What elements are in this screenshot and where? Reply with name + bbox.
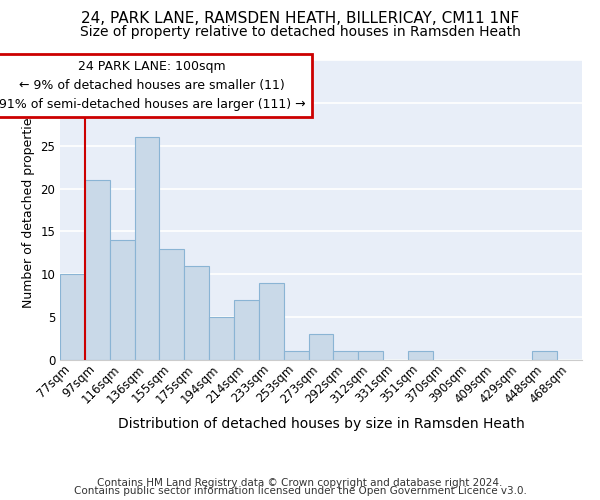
X-axis label: Distribution of detached houses by size in Ramsden Heath: Distribution of detached houses by size … [118, 417, 524, 431]
Bar [110, 240, 134, 360]
Text: Contains public sector information licensed under the Open Government Licence v3: Contains public sector information licen… [74, 486, 526, 496]
Bar [184, 266, 209, 360]
Bar [234, 300, 259, 360]
Bar [60, 274, 85, 360]
Text: 24 PARK LANE: 100sqm
← 9% of detached houses are smaller (11)
91% of semi-detach: 24 PARK LANE: 100sqm ← 9% of detached ho… [0, 60, 305, 111]
Bar [85, 180, 110, 360]
Bar [209, 317, 234, 360]
Bar [532, 352, 557, 360]
Bar [284, 352, 308, 360]
Bar [358, 352, 383, 360]
Text: 24, PARK LANE, RAMSDEN HEATH, BILLERICAY, CM11 1NF: 24, PARK LANE, RAMSDEN HEATH, BILLERICAY… [81, 11, 519, 26]
Bar [334, 352, 358, 360]
Text: Contains HM Land Registry data © Crown copyright and database right 2024.: Contains HM Land Registry data © Crown c… [97, 478, 503, 488]
Y-axis label: Number of detached properties: Number of detached properties [22, 112, 35, 308]
Bar [308, 334, 334, 360]
Bar [134, 137, 160, 360]
Bar [160, 248, 184, 360]
Bar [259, 283, 284, 360]
Text: Size of property relative to detached houses in Ramsden Heath: Size of property relative to detached ho… [80, 25, 520, 39]
Bar [408, 352, 433, 360]
